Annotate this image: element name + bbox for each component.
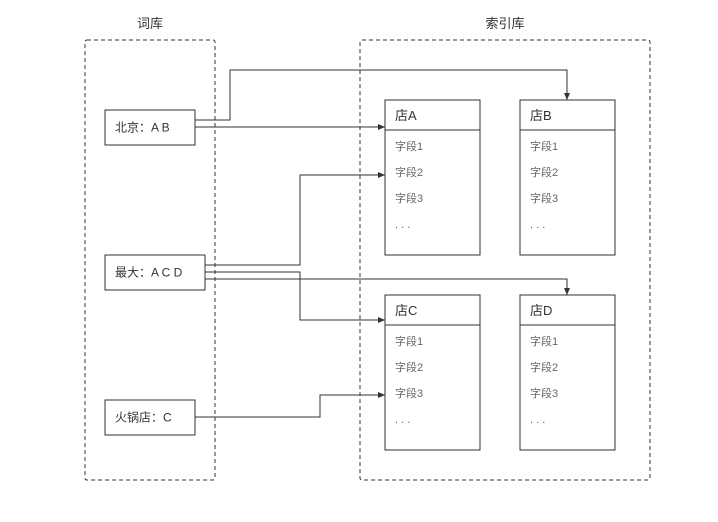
store-c-header: 店C [395, 303, 417, 318]
v-zuida: 最大：A C D [105, 255, 205, 290]
store-c-field-1: 字段2 [395, 360, 423, 374]
store-b-header: 店B [530, 108, 552, 123]
edge-v-beijing-to-store-b [195, 70, 567, 120]
store-c: 店C 字段1 字段2 字段3 . . . [385, 295, 480, 450]
store-d-field-0: 字段1 [530, 334, 558, 348]
store-d-field-2: 字段3 [530, 386, 558, 400]
store-a: 店A 字段1 字段2 字段3 . . . [385, 100, 480, 255]
store-c-field-0: 字段1 [395, 334, 423, 348]
store-c-field-2: 字段3 [395, 386, 423, 400]
v-beijing-label: 北京：A B [115, 121, 170, 135]
edge-v-huoguo-to-store-c-f3 [195, 395, 385, 417]
store-a-field-0: 字段1 [395, 139, 423, 153]
store-a-field-2: 字段3 [395, 191, 423, 205]
store-b-field-1: 字段2 [530, 165, 558, 179]
store-b-field-0: 字段1 [530, 139, 558, 153]
store-d-field-3: . . . [530, 414, 545, 426]
store-d-header: 店D [530, 303, 552, 318]
store-b: 店B 字段1 字段2 字段3 . . . [520, 100, 615, 255]
store-d-field-1: 字段2 [530, 360, 558, 374]
store-d: 店D 字段1 字段2 字段3 . . . [520, 295, 615, 450]
v-huoguo-label: 火锅店：C [115, 410, 172, 425]
store-a-field-3: . . . [395, 219, 410, 231]
store-b-field-2: 字段3 [530, 191, 558, 205]
store-a-header: 店A [395, 108, 417, 123]
store-b-field-3: . . . [530, 219, 545, 231]
store-a-field-1: 字段2 [395, 165, 423, 179]
vocab-title: 词库 [137, 16, 163, 31]
edge-v-zuida-to-store-a-f2 [205, 175, 385, 265]
store-c-field-3: . . . [395, 414, 410, 426]
v-huoguo: 火锅店：C [105, 400, 195, 435]
v-zuida-label: 最大：A C D [115, 266, 183, 280]
edge-v-zuida-to-store-d [205, 279, 567, 295]
v-beijing: 北京：A B [105, 110, 195, 145]
index-title: 索引库 [485, 16, 524, 31]
